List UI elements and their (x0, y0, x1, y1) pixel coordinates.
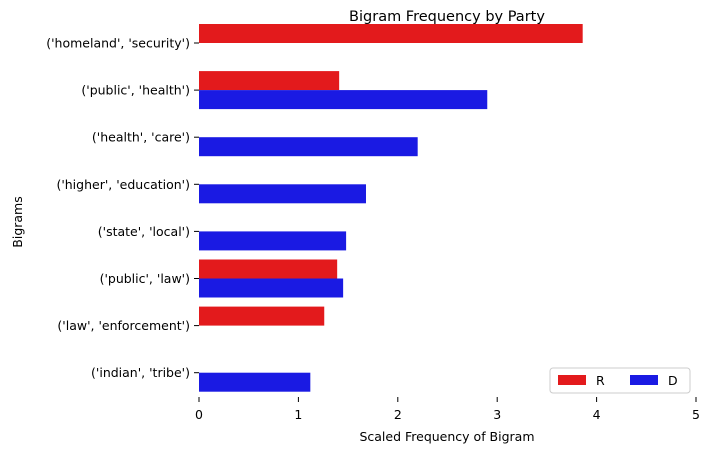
bar-r-5 (199, 259, 338, 279)
bar-r-6 (199, 306, 325, 326)
y-tick-label: ('state', 'local') (98, 224, 190, 239)
legend-swatch-d (630, 375, 658, 385)
y-tick-label: ('public', 'health') (81, 83, 190, 98)
bar-d-2 (199, 137, 418, 157)
bar-d-5 (199, 278, 344, 298)
y-tick-label: ('higher', 'education') (56, 177, 190, 192)
plot-area: 0 1 2 3 4 5 ('homeland', 'security') ('public',… (46, 24, 700, 422)
x-axis-label: Scaled Frequency of Bigram (359, 429, 534, 444)
x-tick-label: 1 (294, 407, 302, 422)
legend-label-d: D (668, 373, 678, 388)
y-tick-label: ('public', 'law') (100, 271, 190, 286)
bar-d-1 (199, 90, 488, 110)
bar-r-0 (199, 24, 583, 43)
bar-r-1 (199, 71, 340, 91)
legend-swatch-r (558, 375, 586, 385)
y-tick-label: ('health', 'care') (92, 130, 190, 145)
y-axis-label: Bigrams (10, 196, 25, 247)
chart-title: Bigram Frequency by Party (349, 9, 545, 25)
y-tick-label: ('indian', 'tribe') (91, 365, 190, 380)
x-tick-label: 3 (493, 407, 501, 422)
bar-d-7 (199, 372, 311, 392)
x-tick-label: 5 (692, 407, 700, 422)
bar-d-4 (199, 231, 347, 251)
y-tick-label: ('homeland', 'security') (46, 36, 190, 51)
x-tick-label: 4 (593, 407, 601, 422)
legend-box (549, 367, 691, 394)
x-tick-label: 0 (195, 407, 203, 422)
y-tick-label: ('law', 'enforcement') (57, 318, 190, 333)
x-tick-label: 2 (394, 407, 402, 422)
bar-d-3 (199, 184, 366, 204)
legend-label-r: R (596, 373, 605, 388)
